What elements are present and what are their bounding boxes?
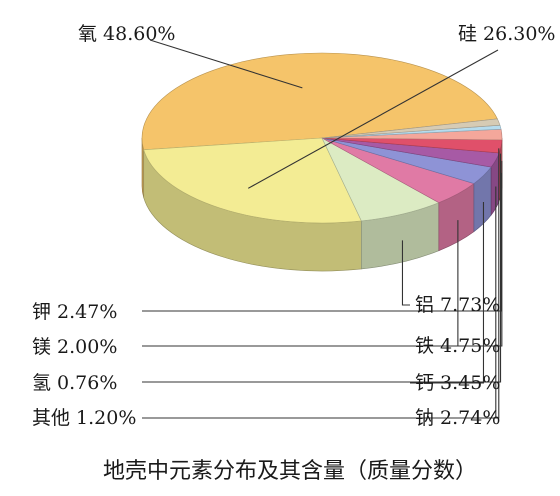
leader-left-6 [142, 172, 502, 312]
label-iron: 铁 4.75% [415, 335, 500, 357]
leader-left-9 [142, 148, 500, 419]
leader-right-4 [410, 201, 485, 384]
label-sodium: 钠 2.74% [415, 407, 500, 429]
label-oxygen: 氧 48.60% [78, 23, 176, 45]
leader-lines [142, 39, 503, 419]
slice-0 [141, 52, 498, 151]
leader-right-2 [401, 240, 410, 306]
label-magnesium: 镁 2.00% [32, 336, 117, 358]
label-other: 其他 1.20% [32, 407, 136, 429]
label-silicon: 硅 26.30% [458, 23, 556, 45]
slice-labels: 氧 48.60% 硅 26.30% 铝 7.73% 铁 4.75% 钙 3.45… [32, 23, 556, 429]
label-aluminum: 铝 7.73% [415, 294, 500, 316]
pie-slices [141, 52, 503, 224]
leader-left-7 [142, 160, 503, 347]
chart-title: 地壳中元素分布及其含量（质量分数） [103, 459, 477, 484]
leader-oxygen [149, 39, 303, 89]
pie-sides [141, 137, 503, 272]
leader-left-8 [142, 153, 502, 383]
leader-silicon [247, 49, 499, 189]
label-calcium: 钙 3.45% [415, 372, 500, 394]
slice-9 [321, 118, 501, 139]
label-potassium: 钾 2.47% [32, 301, 117, 323]
slice-1 [143, 137, 362, 224]
label-hydrogen: 氢 0.76% [32, 372, 117, 394]
